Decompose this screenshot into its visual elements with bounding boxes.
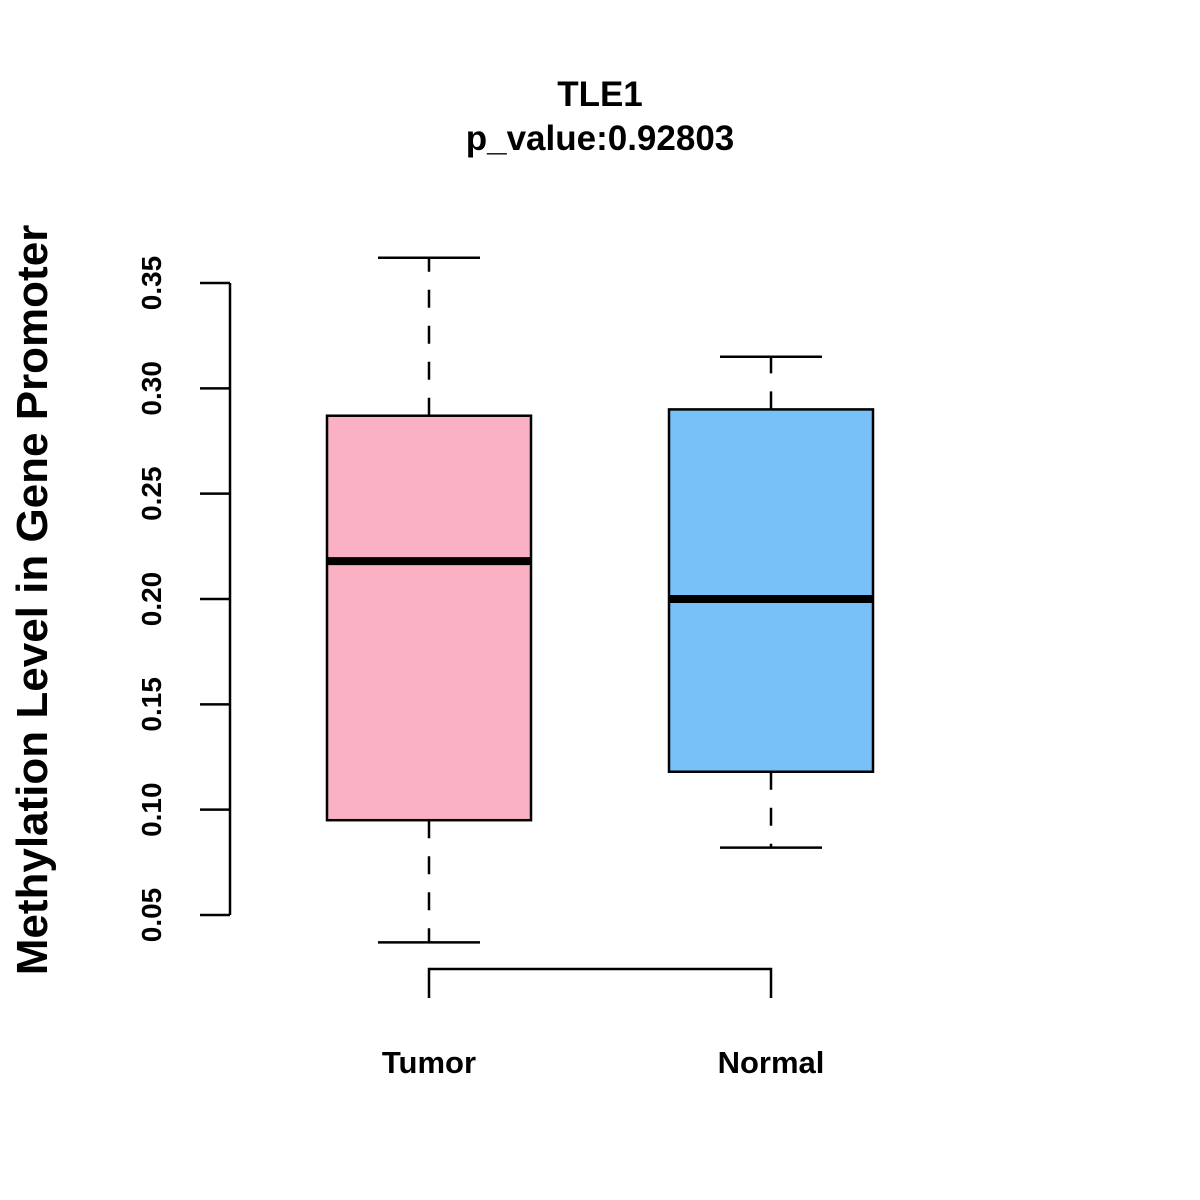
box-rect (325, 414, 533, 822)
y-tick-label: 0.10 (136, 782, 167, 837)
y-tick-label: 0.05 (136, 888, 167, 943)
y-axis: 0.05 0.10 0.15 0.20 0.25 0.30 0.35 (136, 256, 232, 943)
category-label-tumor: Tumor (382, 1045, 476, 1080)
boxes (325, 256, 875, 944)
y-tick-label: 0.15 (136, 677, 167, 732)
comparison-bracket (427, 967, 773, 998)
y-tick-label: 0.20 (136, 572, 167, 627)
y-tick-label: 0.35 (136, 256, 167, 311)
box-normal (667, 355, 875, 849)
bracket-line (427, 967, 773, 998)
chart-title: TLE1 (557, 75, 643, 114)
category-labels: Tumor Normal (382, 1045, 824, 1080)
y-tick-label: 0.25 (136, 466, 167, 520)
box-rect (667, 408, 875, 773)
y-tick-label: 0.30 (136, 361, 167, 416)
y-axis-label: Methylation Level in Gene Promoter (8, 225, 57, 976)
box-tumor (325, 256, 533, 944)
chart-subtitle: p_value:0.92803 (466, 119, 735, 158)
category-label-normal: Normal (718, 1045, 825, 1080)
